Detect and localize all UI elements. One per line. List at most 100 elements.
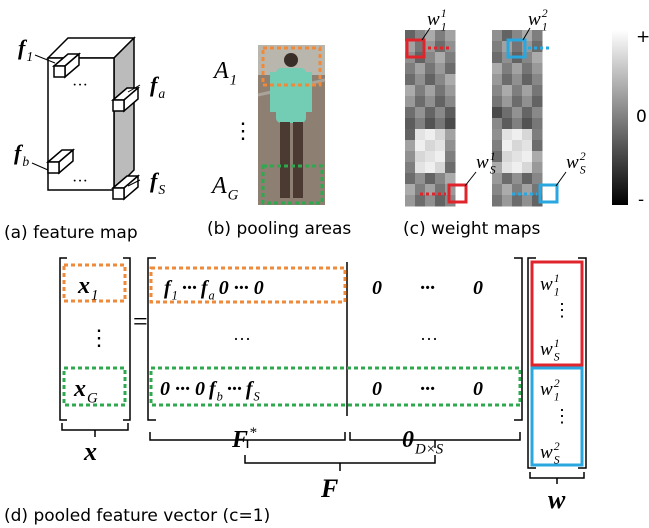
weight-cell [532,96,543,108]
weight-cell [512,162,523,174]
weight-cell [435,63,446,75]
weight-cell [522,74,533,86]
weight-cell [522,151,533,163]
weight-cell [522,162,533,174]
weight-cell [405,173,416,185]
brace [530,472,584,484]
weight-cell [415,85,426,97]
weight-cell [435,129,446,141]
weight-cell [512,173,523,185]
math-label: A [210,173,227,199]
math-subscript: b [217,390,223,404]
weight-cell [415,107,426,119]
math-label: A [212,58,229,84]
weight-cell [435,118,446,130]
math-label: 0 [372,277,382,299]
math-label: ··· [72,173,88,190]
highlight-boxes [64,262,582,465]
weight-cell [425,140,436,152]
math-subscript: S [554,350,560,363]
weight-cell [405,151,416,163]
math-superscript: 1 [554,337,560,350]
weight-cell [425,129,436,141]
caption: (d) pooled feature vector (c=1) [4,506,270,526]
weight-cell [445,74,456,86]
math-subscript: 1 [441,20,447,33]
math-subscript: 1 [542,20,548,33]
caption: (a) feature map [4,223,138,243]
caption: (c) weight maps [403,219,541,239]
weight-cell [532,63,543,75]
weight-cell [492,96,503,108]
person-image [258,45,325,205]
weight-cell [415,140,426,152]
weight-cell [445,52,456,64]
weight-cell [435,162,446,174]
weight-cell [502,96,513,108]
math-subscript: a [209,289,215,303]
weight-cell [502,63,513,75]
weight-cell [425,30,436,42]
math-subscript: 1 [230,73,237,89]
weight-cell [435,107,446,119]
math-subscript: 1 [172,289,178,303]
math-label: 0 [402,427,414,453]
math-label: x [77,273,90,299]
weight-cell [492,85,503,97]
weight-cell [522,118,533,130]
weight-cell [502,74,513,86]
weight-cell [492,74,503,86]
weight-cell [415,118,426,130]
weight-cell [405,63,416,75]
weight-cell [425,195,436,207]
math-label: ··· [182,277,197,299]
weight-cell [532,52,543,64]
math-subscript: 1 [554,390,560,403]
weight-cell [425,173,436,185]
math-label: w [548,485,566,514]
math-label: ··· [227,378,242,400]
math-label: ⋮ [88,325,110,350]
weight-cell [492,63,503,75]
weight-cell [445,96,456,108]
math-subscript: G [228,188,239,204]
weight-cell [492,30,503,42]
weight-cell [415,173,426,185]
weight-cell [492,107,503,119]
weight-cell [532,162,543,174]
weight-cell [415,63,426,75]
figure: f1fafbfS······(a) feature mapA1⋮AG(b) po… [0,0,649,528]
weight-cell [492,184,503,196]
math-label: x [83,437,97,466]
math-label: w [540,339,553,360]
weight-cell [492,195,503,207]
math-label: ⋮ [232,118,254,143]
math-subscript: S [158,182,165,197]
weight-cell [502,140,513,152]
weight-cell [405,85,416,97]
math-label: w [427,9,440,30]
math-label: F [231,427,248,453]
weight-cell [445,162,456,174]
math-superscript: 2 [580,150,586,163]
math-label: ··· [420,329,438,349]
math-label: ··· [72,77,88,94]
weight-cell [445,85,456,97]
math-superscript: 1 [490,150,496,163]
math-label: w [566,152,579,173]
weight-cell [445,173,456,185]
weight-cell [435,96,446,108]
colorbar-label: - [638,190,644,210]
weight-cell [425,118,436,130]
weight-cell [435,52,446,64]
math-subscript: b [22,154,29,169]
weight-cell [435,140,446,152]
weight-cell [425,96,436,108]
weight-cell [522,195,533,207]
math-subscript: D×S [414,442,444,458]
math-subscript: a [158,86,165,101]
math-superscript: 2 [554,440,560,453]
math-subscript: 1 [554,285,560,298]
math-subscript: 1 [26,49,33,64]
colorbar-label: 0 [636,107,647,127]
